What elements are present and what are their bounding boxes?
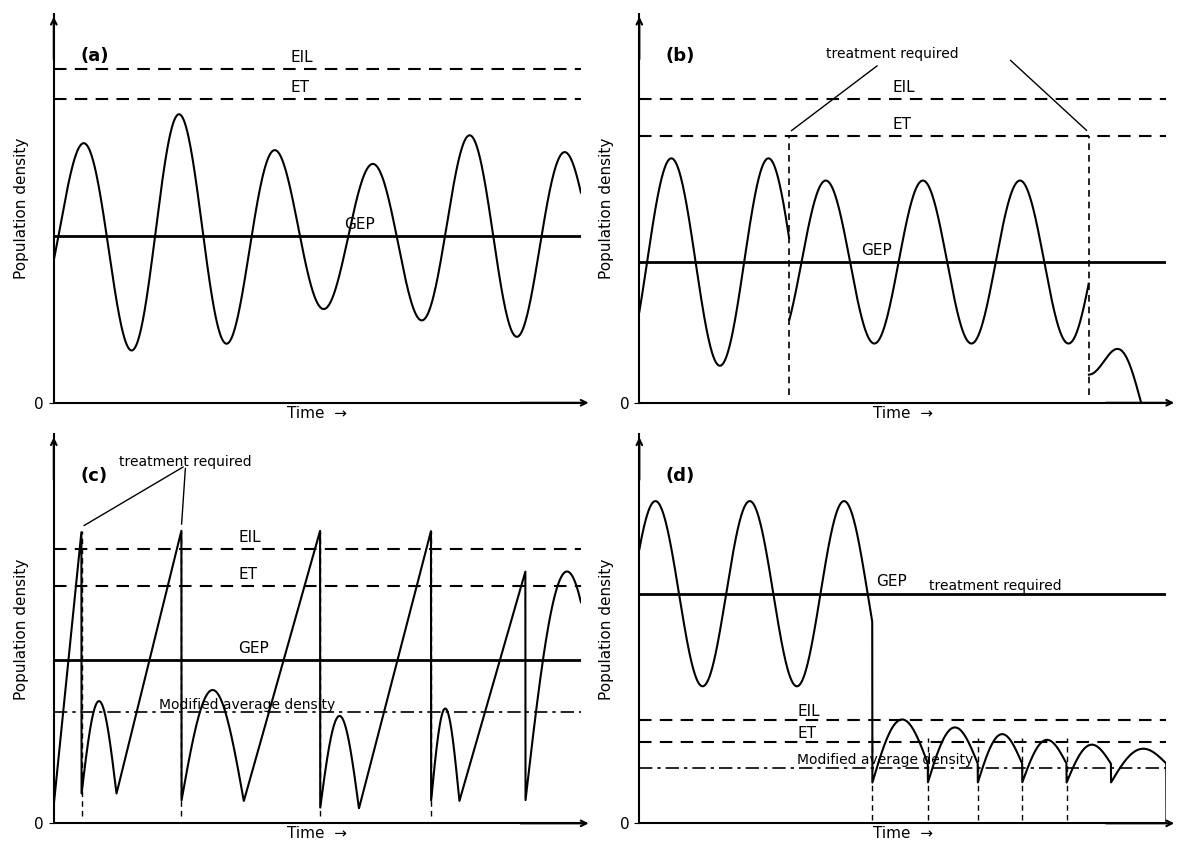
Y-axis label: Population density: Population density [600,138,615,279]
Text: Modified average density: Modified average density [159,698,335,711]
Text: GEP: GEP [344,216,374,232]
Text: ET: ET [292,80,310,95]
Text: EIL: EIL [892,80,915,95]
Text: Modified average density: Modified average density [798,753,974,767]
Text: treatment required: treatment required [792,47,959,131]
Text: (a): (a) [81,46,109,65]
Text: ET: ET [798,726,816,741]
Text: GEP: GEP [877,575,908,589]
Text: (b): (b) [666,46,696,65]
Text: ET: ET [892,116,911,132]
X-axis label: Time  →: Time → [873,405,933,421]
Text: EIL: EIL [238,530,261,545]
Text: treatment required: treatment required [929,579,1062,593]
Text: EIL: EIL [292,50,314,65]
Text: ET: ET [238,567,257,582]
X-axis label: Time  →: Time → [873,826,933,841]
Text: GEP: GEP [860,243,891,257]
Y-axis label: Population density: Population density [14,138,28,279]
Text: (c): (c) [81,467,108,485]
X-axis label: Time  →: Time → [287,826,347,841]
Text: treatment required: treatment required [120,455,252,469]
Y-axis label: Population density: Population density [600,558,615,699]
Y-axis label: Population density: Population density [14,558,28,699]
X-axis label: Time  →: Time → [287,405,347,421]
Text: (d): (d) [666,467,694,485]
Text: GEP: GEP [238,641,269,656]
Text: EIL: EIL [798,704,820,719]
